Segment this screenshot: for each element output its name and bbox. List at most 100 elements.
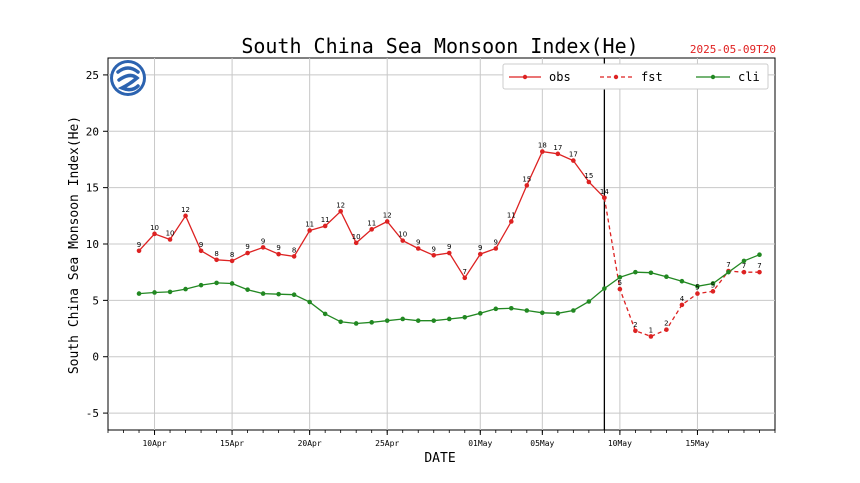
data-point-obs	[369, 227, 374, 232]
data-point-cli	[415, 318, 421, 323]
data-label-fst: 1	[649, 326, 653, 334]
data-point-cli	[524, 308, 530, 313]
data-point-obs	[477, 251, 483, 257]
data-label-fst: 5	[711, 281, 715, 289]
data-point-obs	[276, 251, 281, 257]
data-label-obs: 11	[305, 220, 314, 228]
data-point-cli	[648, 270, 654, 276]
data-point-cli	[338, 319, 343, 325]
data-point-fst	[633, 328, 638, 334]
data-point-obs	[136, 248, 142, 254]
data-label-obs: 10	[166, 229, 175, 237]
data-label-obs: 8	[292, 246, 296, 254]
x-tick-label: 10Apr	[142, 439, 166, 448]
data-point-fst	[757, 269, 762, 275]
data-point-cli	[710, 281, 716, 286]
data-point-obs	[322, 223, 328, 229]
legend-box	[502, 63, 769, 90]
weather-agency-logo-icon	[110, 60, 146, 96]
x-tick-label: 15Apr	[220, 439, 244, 448]
y-axis-ticks: -5 0 5 10 15 20 25	[86, 69, 108, 420]
data-label-obs: 12	[383, 211, 392, 219]
data-point-obs	[338, 209, 343, 214]
data-label-obs: 9	[416, 239, 420, 247]
data-point-cli	[183, 286, 188, 292]
data-label-obs: 9	[432, 245, 436, 253]
x-axis-ticks: 10Apr 15Apr 20Apr 25Apr 01May 05May 10May 15May	[107, 430, 776, 448]
data-point-cli	[540, 310, 545, 316]
y-tick-label: -5	[86, 407, 99, 420]
data-label-obs: 9	[494, 239, 498, 247]
data-point-obs	[307, 228, 312, 233]
data-label-obs: 17	[553, 144, 562, 152]
data-label-fst: 7	[757, 262, 761, 270]
data-point-cli	[446, 316, 452, 322]
data-point-cli	[198, 282, 204, 288]
y-tick-label: 25	[86, 69, 99, 82]
data-label-obs: 9	[447, 243, 451, 251]
x-tick-label: 01May	[468, 439, 492, 448]
data-label-obs: 8	[230, 251, 234, 259]
data-point-obs	[400, 238, 406, 243]
data-label-obs: 11	[321, 216, 330, 224]
data-point-obs	[509, 219, 514, 224]
data-label-obs: 9	[276, 244, 280, 252]
data-point-cli	[245, 287, 250, 292]
x-tick-label: 15May	[685, 439, 709, 448]
chart-title: South China Sea Monsoon Index(He)	[241, 34, 638, 58]
data-label-obs: 10	[150, 224, 159, 232]
legend-item-cli: cli	[696, 70, 760, 84]
data-point-obs	[540, 149, 545, 154]
data-point-cli	[664, 274, 669, 279]
data-point-cli	[152, 290, 157, 295]
x-tick-label: 20Apr	[298, 439, 322, 448]
y-tick-label: 0	[92, 351, 99, 364]
data-point-obs	[431, 252, 437, 258]
data-point-obs	[167, 237, 173, 242]
data-label-fst: 2	[664, 320, 668, 328]
data-point-cli	[353, 321, 359, 326]
data-label-obs: 10	[398, 231, 407, 239]
data-point-cli	[136, 291, 142, 296]
data-point-obs	[183, 213, 188, 219]
data-point-obs	[229, 258, 235, 264]
data-point-obs	[524, 183, 530, 188]
x-tick-label: 25Apr	[375, 439, 399, 448]
x-tick-label: 05May	[530, 439, 554, 448]
x-axis-label: DATE	[424, 451, 455, 466]
data-point-obs	[260, 245, 266, 250]
data-label-obs: 17	[569, 151, 578, 159]
data-point-cli	[493, 306, 499, 312]
data-point-obs	[586, 179, 592, 185]
data-point-cli	[617, 274, 623, 280]
data-label-fst: 2	[633, 321, 637, 329]
data-point-obs	[555, 151, 561, 157]
data-point-cli	[260, 291, 266, 296]
data-label-fst: 7	[726, 261, 730, 269]
data-point-obs	[214, 257, 219, 263]
data-label-obs: 12	[336, 201, 345, 209]
data-label-obs: 9	[199, 241, 203, 249]
data-point-cli	[633, 269, 638, 275]
data-point-cli	[400, 316, 406, 322]
data-label-fst: 5	[618, 279, 622, 287]
data-point-obs	[446, 250, 452, 256]
y-tick-label: 5	[92, 294, 99, 307]
chart-timestamp: 2025-05-09T20	[690, 43, 776, 56]
data-label-obs: 7	[463, 268, 467, 276]
data-label-obs: 11	[507, 211, 516, 219]
y-tick-label: 15	[86, 182, 99, 195]
data-point-fst	[648, 334, 654, 339]
data-point-cli	[679, 278, 685, 284]
legend-item-obs: obs	[509, 70, 571, 84]
data-point-cli	[384, 318, 390, 323]
y-tick-label: 20	[86, 125, 99, 138]
y-axis-label: South China Sea Monsoon Index(He)	[67, 116, 82, 374]
legend-marker-cli	[710, 74, 716, 80]
data-label-obs: 15	[584, 172, 593, 180]
series-points	[136, 149, 762, 339]
x-tick-label: 10May	[608, 439, 632, 448]
data-label-fst: 7	[742, 262, 746, 270]
